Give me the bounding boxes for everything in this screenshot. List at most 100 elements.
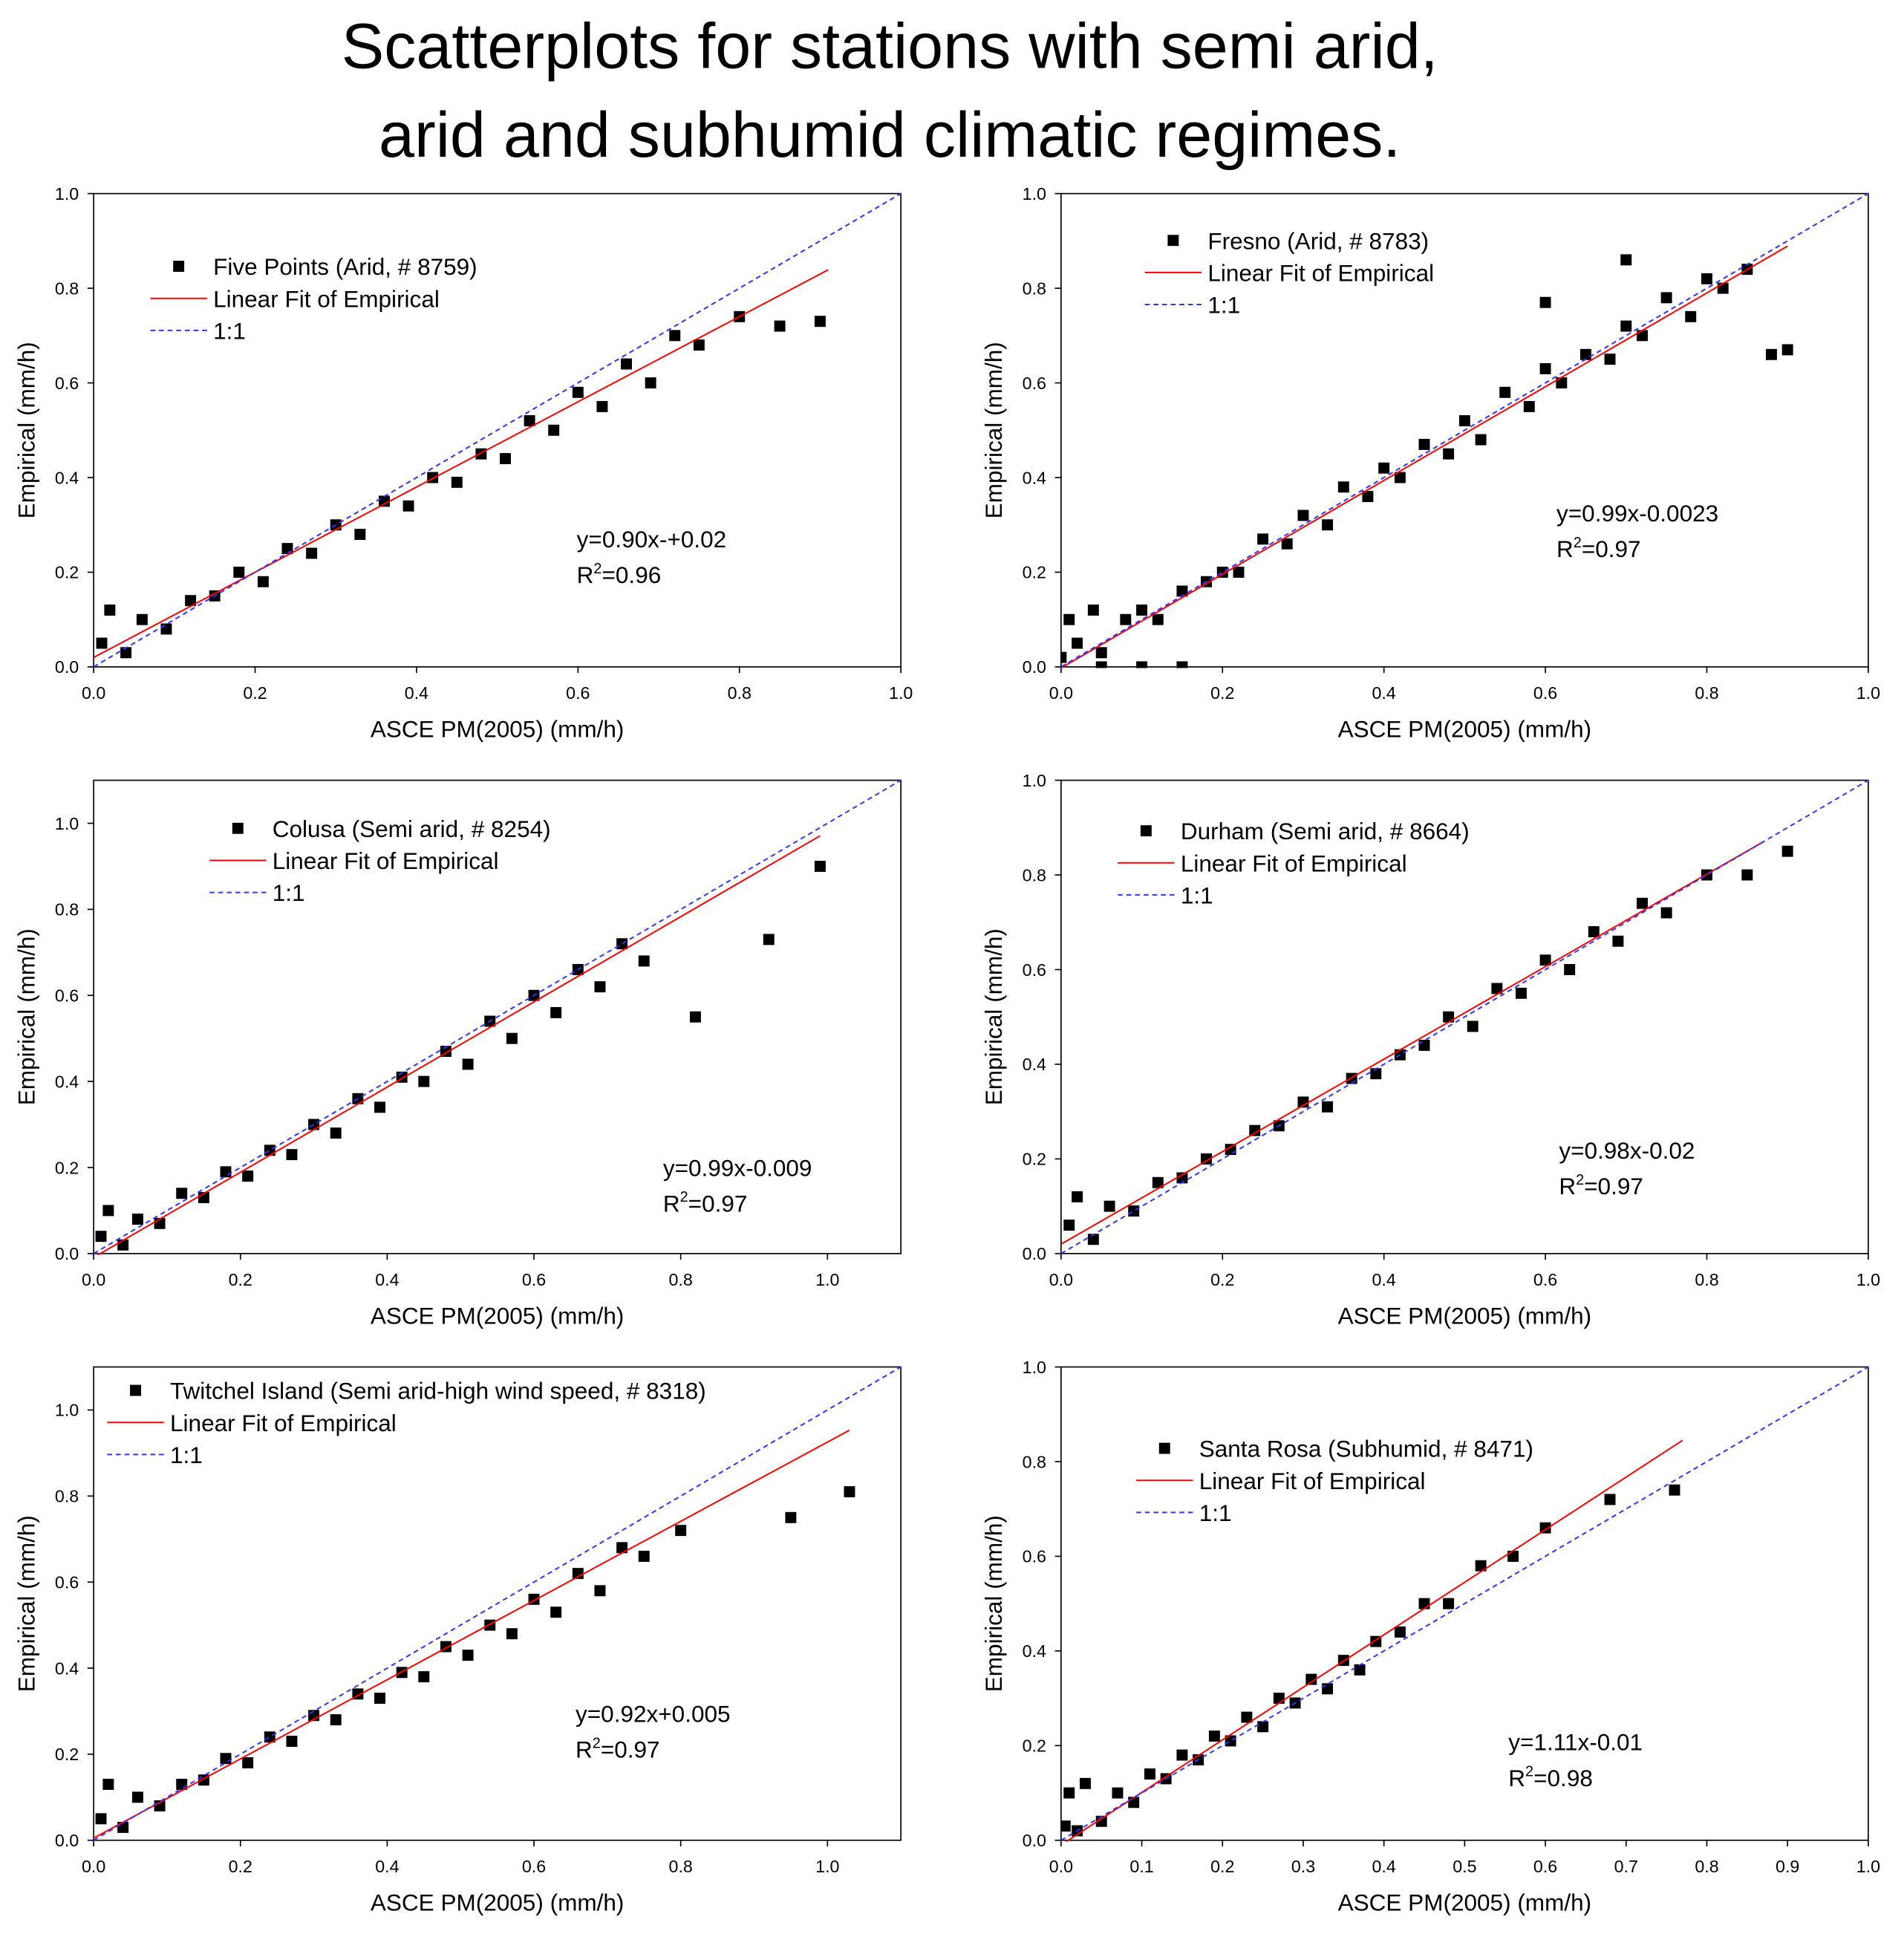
y-tick-label: 0.0 bbox=[55, 1244, 79, 1263]
scatter-point bbox=[1564, 964, 1576, 975]
r-squared-symbol: R bbox=[577, 561, 594, 588]
scatter-point bbox=[1394, 472, 1406, 484]
r-squared: R2=0.97 bbox=[1556, 535, 1641, 562]
x-axis-label: ASCE PM(2005) (mm/h) bbox=[1338, 715, 1592, 742]
scatter-point bbox=[462, 1650, 474, 1661]
plot-area bbox=[94, 779, 902, 1255]
scatter-point bbox=[1233, 566, 1245, 578]
scatter-point bbox=[1394, 1626, 1406, 1638]
x-tick-label: 0.0 bbox=[82, 1857, 105, 1876]
x-tick-label: 1.0 bbox=[1856, 1857, 1880, 1876]
scatter-point bbox=[1257, 533, 1269, 545]
scatter-point bbox=[374, 1101, 385, 1113]
legend-label: 1:1 bbox=[273, 879, 305, 906]
r-squared-exponent: 2 bbox=[1576, 1172, 1584, 1188]
scatter-point bbox=[1523, 400, 1535, 412]
x-tick-label: 0.6 bbox=[1533, 1857, 1557, 1876]
scatter-point bbox=[1060, 651, 1067, 663]
plot-area bbox=[1060, 779, 1869, 1254]
scatter-point bbox=[1418, 1039, 1430, 1051]
y-axis-label: Empirical (mm/h) bbox=[980, 342, 1007, 518]
y-tick-label: 0.4 bbox=[55, 1072, 79, 1091]
scatter-point bbox=[1176, 1749, 1188, 1761]
scatter-point bbox=[418, 1671, 430, 1683]
fit-line bbox=[1060, 245, 1788, 668]
legend-marker bbox=[173, 261, 185, 273]
scatter-point bbox=[176, 1188, 188, 1199]
scatter-point bbox=[1781, 344, 1793, 356]
figure-title: arid and subhumid climatic regimes. bbox=[379, 100, 1401, 171]
scatter-point bbox=[264, 1145, 276, 1156]
scatter-point bbox=[594, 981, 606, 993]
r-squared: R2=0.97 bbox=[1559, 1172, 1643, 1199]
legend-label: Colusa (Semi arid, # 8254) bbox=[273, 815, 551, 842]
scatter-point bbox=[1515, 987, 1527, 999]
r-squared: R2=0.96 bbox=[577, 561, 662, 588]
scatter-point bbox=[1354, 1664, 1366, 1676]
scatter-point bbox=[418, 1075, 430, 1087]
scatter-point bbox=[774, 320, 786, 332]
r-squared-symbol: R bbox=[1559, 1173, 1576, 1199]
legend-label: 1:1 bbox=[213, 317, 246, 344]
plot-frame bbox=[93, 1366, 902, 1841]
y-axis-label: Empirical (mm/h) bbox=[980, 928, 1007, 1105]
y-axis-label: Empirical (mm/h) bbox=[980, 1515, 1007, 1692]
fit-equation: y=0.98x-0.02 bbox=[1559, 1137, 1695, 1164]
x-tick-label: 0.1 bbox=[1129, 1857, 1153, 1876]
scatter-point bbox=[1418, 438, 1430, 450]
fit-line bbox=[1060, 841, 1764, 1245]
scatter-point bbox=[1467, 1020, 1478, 1032]
scatter-point bbox=[1669, 1484, 1680, 1496]
panel: 0.0 0.2 0.4 0.6 0.8 1.0 0.0 0.2 0.4 0.6 0.8 1.0 ASCE… bbox=[980, 771, 1880, 1329]
scatter-point bbox=[308, 1119, 320, 1130]
scatter-point bbox=[1620, 320, 1632, 332]
scatter-point bbox=[524, 415, 535, 426]
y-axis-label: Empirical (mm/h) bbox=[13, 342, 39, 518]
scatter-point bbox=[1612, 935, 1624, 947]
legend-label: Linear Fit of Empirical bbox=[170, 1410, 397, 1436]
y-tick-label: 0.8 bbox=[55, 1487, 79, 1506]
scatter-point bbox=[1475, 434, 1487, 446]
scatter-point bbox=[1322, 519, 1334, 531]
scatter-point bbox=[1491, 983, 1503, 994]
y-tick-label: 1.0 bbox=[55, 184, 79, 204]
r-squared-value: =0.98 bbox=[1533, 1765, 1593, 1791]
y-tick-label: 0.4 bbox=[1023, 468, 1046, 487]
x-tick-label: 0.2 bbox=[1210, 683, 1234, 703]
plot-frame bbox=[1060, 192, 1869, 668]
scatter-point bbox=[763, 934, 775, 945]
scatter-point bbox=[1499, 386, 1511, 398]
scatter-point bbox=[1152, 1176, 1164, 1188]
scatter-point bbox=[484, 1619, 496, 1631]
y-tick-label: 1.0 bbox=[55, 814, 79, 833]
x-tick-label: 0.4 bbox=[1372, 1270, 1396, 1289]
scatter-point bbox=[1281, 538, 1293, 550]
panel: 0.0 0.2 0.4 0.6 0.8 1.0 0.0 0.2 0.4 0.6 0.8 1.0 ASCE… bbox=[13, 184, 913, 743]
scatter-point bbox=[185, 595, 197, 607]
reference-line bbox=[94, 779, 902, 1254]
scatter-point bbox=[1539, 362, 1551, 374]
scatter-point bbox=[1080, 1777, 1091, 1789]
scatter-point bbox=[427, 472, 439, 484]
scatter-point bbox=[1087, 604, 1099, 616]
legend-marker bbox=[1158, 1442, 1170, 1454]
x-tick-label: 0.2 bbox=[1210, 1857, 1234, 1876]
fit-equation: y=1.11x-0.01 bbox=[1508, 1729, 1643, 1756]
scatter-point bbox=[572, 386, 584, 398]
scatter-point bbox=[500, 453, 511, 464]
legend-label: Linear Fit of Empirical bbox=[1181, 850, 1407, 876]
scatter-point bbox=[1257, 1721, 1269, 1733]
scatter-point bbox=[1241, 1711, 1253, 1723]
y-tick-label: 0.8 bbox=[1023, 865, 1046, 885]
legend-label: Santa Rosa (Subhumid, # 8471) bbox=[1199, 1436, 1533, 1462]
legend-label: Five Points (Arid, # 8759) bbox=[213, 253, 477, 280]
y-axis-label: Empirical (mm/h) bbox=[13, 928, 39, 1105]
x-tick-label: 0.6 bbox=[1533, 1270, 1557, 1289]
x-tick-label: 0.8 bbox=[1695, 1270, 1718, 1289]
y-tick-label: 0.8 bbox=[55, 279, 79, 298]
plot-area bbox=[94, 192, 902, 668]
r-squared-value: =0.97 bbox=[688, 1190, 748, 1217]
scatter-point bbox=[844, 1486, 855, 1497]
reference-line bbox=[94, 1366, 902, 1841]
